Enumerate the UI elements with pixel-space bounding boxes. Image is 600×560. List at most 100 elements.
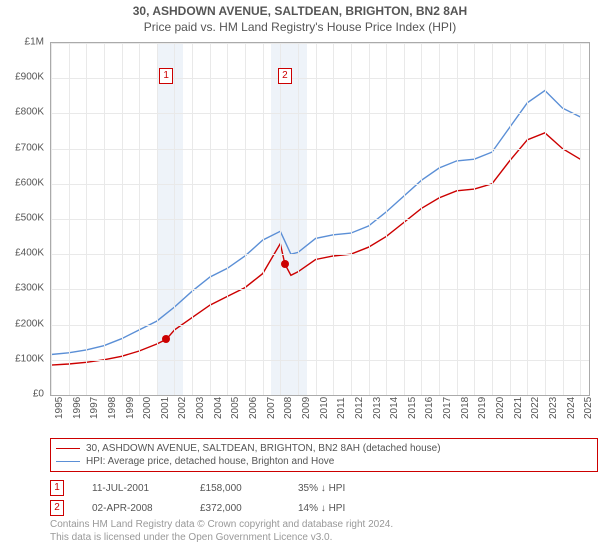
- sale-date: 11-JUL-2001: [92, 483, 172, 494]
- y-tick-label: £500K: [15, 213, 44, 224]
- x-tick-label: 2019: [477, 397, 488, 419]
- grid-line-v: [439, 43, 440, 395]
- y-tick-label: £300K: [15, 283, 44, 294]
- grid-line-v: [104, 43, 105, 395]
- x-tick-label: 2003: [195, 397, 206, 419]
- grid-line-v: [580, 43, 581, 395]
- x-tick-label: 1998: [107, 397, 118, 419]
- x-tick-label: 2016: [424, 397, 435, 419]
- grid-line-v: [298, 43, 299, 395]
- legend-item: 30, ASHDOWN AVENUE, SALTDEAN, BRIGHTON, …: [56, 442, 592, 455]
- sale-point: [162, 335, 170, 343]
- y-tick-label: £600K: [15, 177, 44, 188]
- grid-line-h: [51, 219, 589, 220]
- chart-title: 30, ASHDOWN AVENUE, SALTDEAN, BRIGHTON, …: [0, 0, 600, 18]
- y-axis: £0£100K£200K£300K£400K£500K£600K£700K£80…: [0, 38, 48, 430]
- y-tick-label: £900K: [15, 72, 44, 83]
- grid-line-v: [69, 43, 70, 395]
- grid-line-v: [210, 43, 211, 395]
- grid-line-v: [369, 43, 370, 395]
- legend-label: HPI: Average price, detached house, Brig…: [86, 456, 334, 467]
- grid-line-v: [316, 43, 317, 395]
- x-tick-label: 2017: [442, 397, 453, 419]
- sale-row: 1 11-JUL-2001 £158,000 35% ↓ HPI: [50, 478, 586, 498]
- x-tick-label: 2000: [142, 397, 153, 419]
- grid-line-v: [86, 43, 87, 395]
- y-tick-label: £400K: [15, 248, 44, 259]
- grid-line-v: [510, 43, 511, 395]
- grid-line-v: [404, 43, 405, 395]
- y-tick-label: £700K: [15, 142, 44, 153]
- x-tick-label: 2005: [230, 397, 241, 419]
- grid-line-v: [51, 43, 52, 395]
- grid-line-h: [51, 254, 589, 255]
- grid-line-v: [545, 43, 546, 395]
- grid-line-v: [421, 43, 422, 395]
- grid-line-h: [51, 149, 589, 150]
- sale-point: [281, 260, 289, 268]
- grid-line-v: [192, 43, 193, 395]
- grid-line-v: [474, 43, 475, 395]
- x-tick-label: 2002: [177, 397, 188, 419]
- footer: Contains HM Land Registry data © Crown c…: [50, 518, 393, 544]
- x-tick-label: 1996: [72, 397, 83, 419]
- legend-swatch: [56, 461, 80, 462]
- sale-row-marker: 1: [50, 480, 64, 496]
- grid-line-v: [263, 43, 264, 395]
- legend-swatch: [56, 448, 80, 449]
- sale-date: 02-APR-2008: [92, 503, 172, 514]
- grid-line-v: [122, 43, 123, 395]
- x-tick-label: 2015: [407, 397, 418, 419]
- x-tick-label: 2021: [513, 397, 524, 419]
- grid-line-v: [492, 43, 493, 395]
- x-tick-label: 2012: [354, 397, 365, 419]
- x-tick-label: 2010: [319, 397, 330, 419]
- grid-line-h: [51, 184, 589, 185]
- grid-line-h: [51, 113, 589, 114]
- sale-pct: 35% ↓ HPI: [298, 483, 378, 494]
- grid-line-h: [51, 78, 589, 79]
- x-tick-label: 2014: [389, 397, 400, 419]
- chart-area: £0£100K£200K£300K£400K£500K£600K£700K£80…: [0, 38, 600, 430]
- x-tick-label: 1999: [125, 397, 136, 419]
- grid-line-h: [51, 360, 589, 361]
- y-tick-label: £1M: [25, 37, 44, 48]
- chart-subtitle: Price paid vs. HM Land Registry's House …: [0, 18, 600, 34]
- legend: 30, ASHDOWN AVENUE, SALTDEAN, BRIGHTON, …: [50, 438, 598, 472]
- x-tick-label: 2018: [460, 397, 471, 419]
- grid-line-h: [51, 43, 589, 44]
- x-tick-label: 2025: [583, 397, 594, 419]
- grid-line-v: [457, 43, 458, 395]
- x-tick-label: 2001: [160, 397, 171, 419]
- sale-marker: 1: [159, 68, 173, 84]
- footer-line2: This data is licensed under the Open Gov…: [50, 531, 393, 544]
- grid-line-v: [280, 43, 281, 395]
- grid-line-v: [174, 43, 175, 395]
- x-tick-label: 2007: [266, 397, 277, 419]
- legend-item: HPI: Average price, detached house, Brig…: [56, 455, 592, 468]
- x-tick-label: 2009: [301, 397, 312, 419]
- grid-line-v: [333, 43, 334, 395]
- x-tick-label: 1995: [54, 397, 65, 419]
- y-tick-label: £200K: [15, 318, 44, 329]
- x-tick-label: 2023: [548, 397, 559, 419]
- grid-line-v: [351, 43, 352, 395]
- sale-row: 2 02-APR-2008 £372,000 14% ↓ HPI: [50, 498, 586, 518]
- sale-row-marker: 2: [50, 500, 64, 516]
- x-tick-label: 2008: [283, 397, 294, 419]
- legend-label: 30, ASHDOWN AVENUE, SALTDEAN, BRIGHTON, …: [86, 443, 441, 454]
- footer-line1: Contains HM Land Registry data © Crown c…: [50, 518, 393, 531]
- sale-price: £372,000: [200, 503, 270, 514]
- grid-line-h: [51, 325, 589, 326]
- grid-line-h: [51, 289, 589, 290]
- grid-line-v: [386, 43, 387, 395]
- x-tick-label: 2004: [213, 397, 224, 419]
- sale-pct: 14% ↓ HPI: [298, 503, 378, 514]
- x-tick-label: 2020: [495, 397, 506, 419]
- grid-line-v: [527, 43, 528, 395]
- y-tick-label: £0: [33, 389, 44, 400]
- sale-price: £158,000: [200, 483, 270, 494]
- sales-table: 1 11-JUL-2001 £158,000 35% ↓ HPI 2 02-APR-200…: [50, 478, 586, 518]
- x-tick-label: 2022: [530, 397, 541, 419]
- x-tick-label: 1997: [89, 397, 100, 419]
